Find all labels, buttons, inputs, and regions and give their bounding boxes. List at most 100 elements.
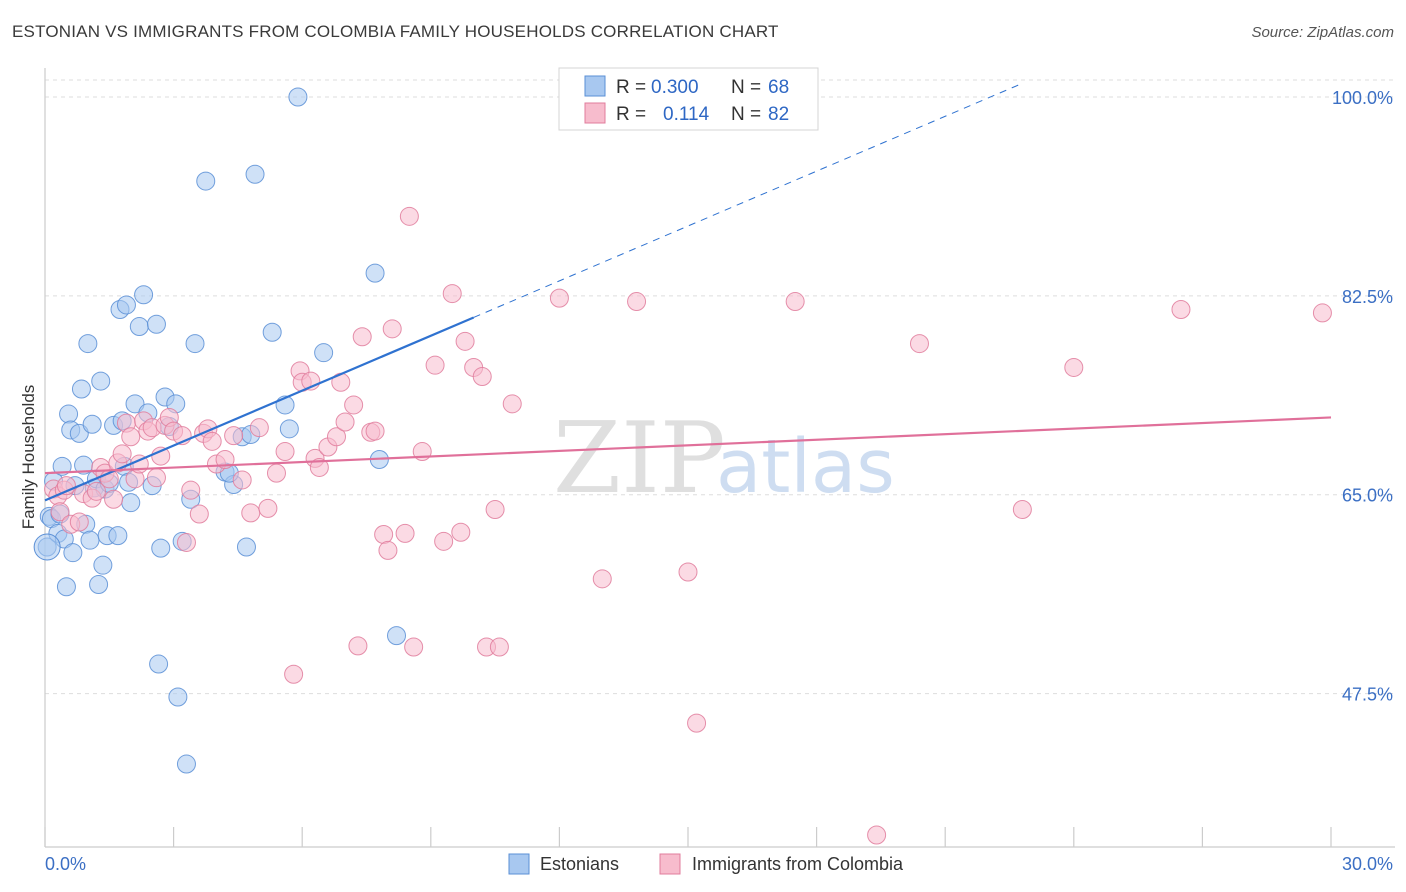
colombia-point-59 [374,525,394,544]
estonians-point-56 [236,537,256,557]
estonians-point-52 [196,171,216,191]
colombia-point-78 [592,569,612,589]
colombia-point-23 [146,468,166,488]
colombia-point-49 [309,457,329,477]
colombia-point-30 [181,480,201,500]
colombia-point-60 [378,540,398,560]
estonians-point-51 [176,754,196,774]
colombia-point-85 [1012,500,1032,519]
estonians-point-66 [387,626,407,646]
colombia-trend-line [44,416,1332,475]
x-tick-label-0: 0.0% [45,854,86,874]
colombia-point-29 [176,532,196,552]
colombia-point-9 [86,481,106,501]
colombia-point-84 [909,334,929,354]
bottom-legend-estonians: Estonians [540,854,619,874]
colombia-point-83 [867,825,887,845]
legend-n-value-1: 68 [768,77,789,98]
legend-swatch-colombia [584,102,606,124]
estonians-point-47 [168,687,188,707]
estonians-point-14 [71,379,91,399]
estonians-point-17 [78,334,98,354]
colombia-point-79 [627,292,647,312]
colombia-point-34 [202,431,222,451]
estonians-point-37 [129,317,149,337]
colombia-point-38 [232,470,252,490]
colombia-point-61 [382,319,402,339]
colombia-point-75 [485,500,505,519]
colombia-point-67 [434,531,454,551]
legend-box: R = 0.300 N = 68 R = 0.114 N = 82 [558,67,819,131]
colombia-point-55 [348,636,368,656]
legend-n-value-2: 82 [768,104,789,125]
y-tick-label-2: 65.0% [1342,486,1393,506]
estonians-point-24 [93,555,113,575]
estonians-point-23 [91,371,111,391]
estonians-trend-extension [473,82,1023,318]
colombia-points [44,206,1332,845]
legend-r-value-2: 0.114 [663,104,710,125]
colombia-point-41 [258,498,278,518]
colombia-point-82 [785,292,805,312]
colombia-point-51 [326,427,346,447]
colombia-point-72 [472,367,492,387]
legend-r-value-1: 0.300 [651,77,699,98]
estonians-point-42 [149,654,169,674]
colombia-point-58 [365,421,385,441]
estonians-point-36 [125,394,145,414]
y-tick-labels: 100.0% 82.5% 65.0% 47.5% [1332,88,1393,705]
estonians-point-6 [52,456,72,476]
y-tick-label-0: 100.0% [1332,88,1393,108]
legend-r-label-1: R = [616,77,646,98]
y-tick-label-1: 82.5% [1342,287,1393,307]
colombia-point-54 [344,395,364,415]
colombia-point-37 [224,426,244,446]
colombia-point-13 [104,489,124,509]
colombia-point-36 [215,450,235,469]
estonians-point-58 [245,164,265,184]
bottom-legend-swatch-estonians [508,853,530,875]
colombia-point-53 [335,412,355,432]
colombia-point-17 [121,427,141,447]
bottom-legend: Estonians Immigrants from Colombia [508,853,904,875]
chart-title: ESTONIAN VS IMMIGRANTS FROM COLOMBIA FAM… [12,22,779,41]
estonians-point-61 [279,419,299,439]
estonians-point-11 [63,543,83,563]
colombia-point-63 [399,206,419,226]
estonians-point-43 [151,538,171,558]
colombia-point-6 [69,512,89,532]
estonians-point-50 [185,334,205,354]
colombia-point-31 [189,504,209,524]
colombia-point-70 [455,331,475,351]
colombia-point-44 [284,664,304,684]
axes [44,68,1395,848]
y-tick-label-3: 47.5% [1342,685,1393,705]
legend-n-label-1: N = [731,77,761,98]
estonians-point-18 [80,530,100,550]
colombia-point-39 [241,503,261,523]
source-credit: Source: ZipAtlas.com [1251,24,1394,41]
estonians-point-41 [146,314,166,334]
bottom-legend-colombia: Immigrants from Colombia [692,854,904,874]
estonians-point-33 [116,295,136,315]
x-tick-label-1: 30.0% [1342,854,1393,874]
estonians-points [33,87,407,774]
estonians-point-9 [59,404,79,424]
estonians-point-38 [134,285,154,305]
estonians-point-59 [262,322,282,342]
colombia-point-2 [50,502,70,522]
colombia-point-62 [395,523,415,543]
colombia-point-88 [1312,303,1332,323]
estonians-trend-line [44,316,475,502]
colombia-point-66 [425,355,445,375]
colombia-point-77 [549,288,569,308]
colombia-point-86 [1064,357,1084,377]
legend-swatch-estonians [584,75,606,97]
colombia-point-80 [678,562,698,582]
estonians-point-29 [108,526,128,546]
colombia-point-87 [1171,300,1191,319]
estonians-point-large [33,533,61,561]
watermark-zip: ZIP [553,402,726,516]
colombia-point-15 [112,444,132,464]
